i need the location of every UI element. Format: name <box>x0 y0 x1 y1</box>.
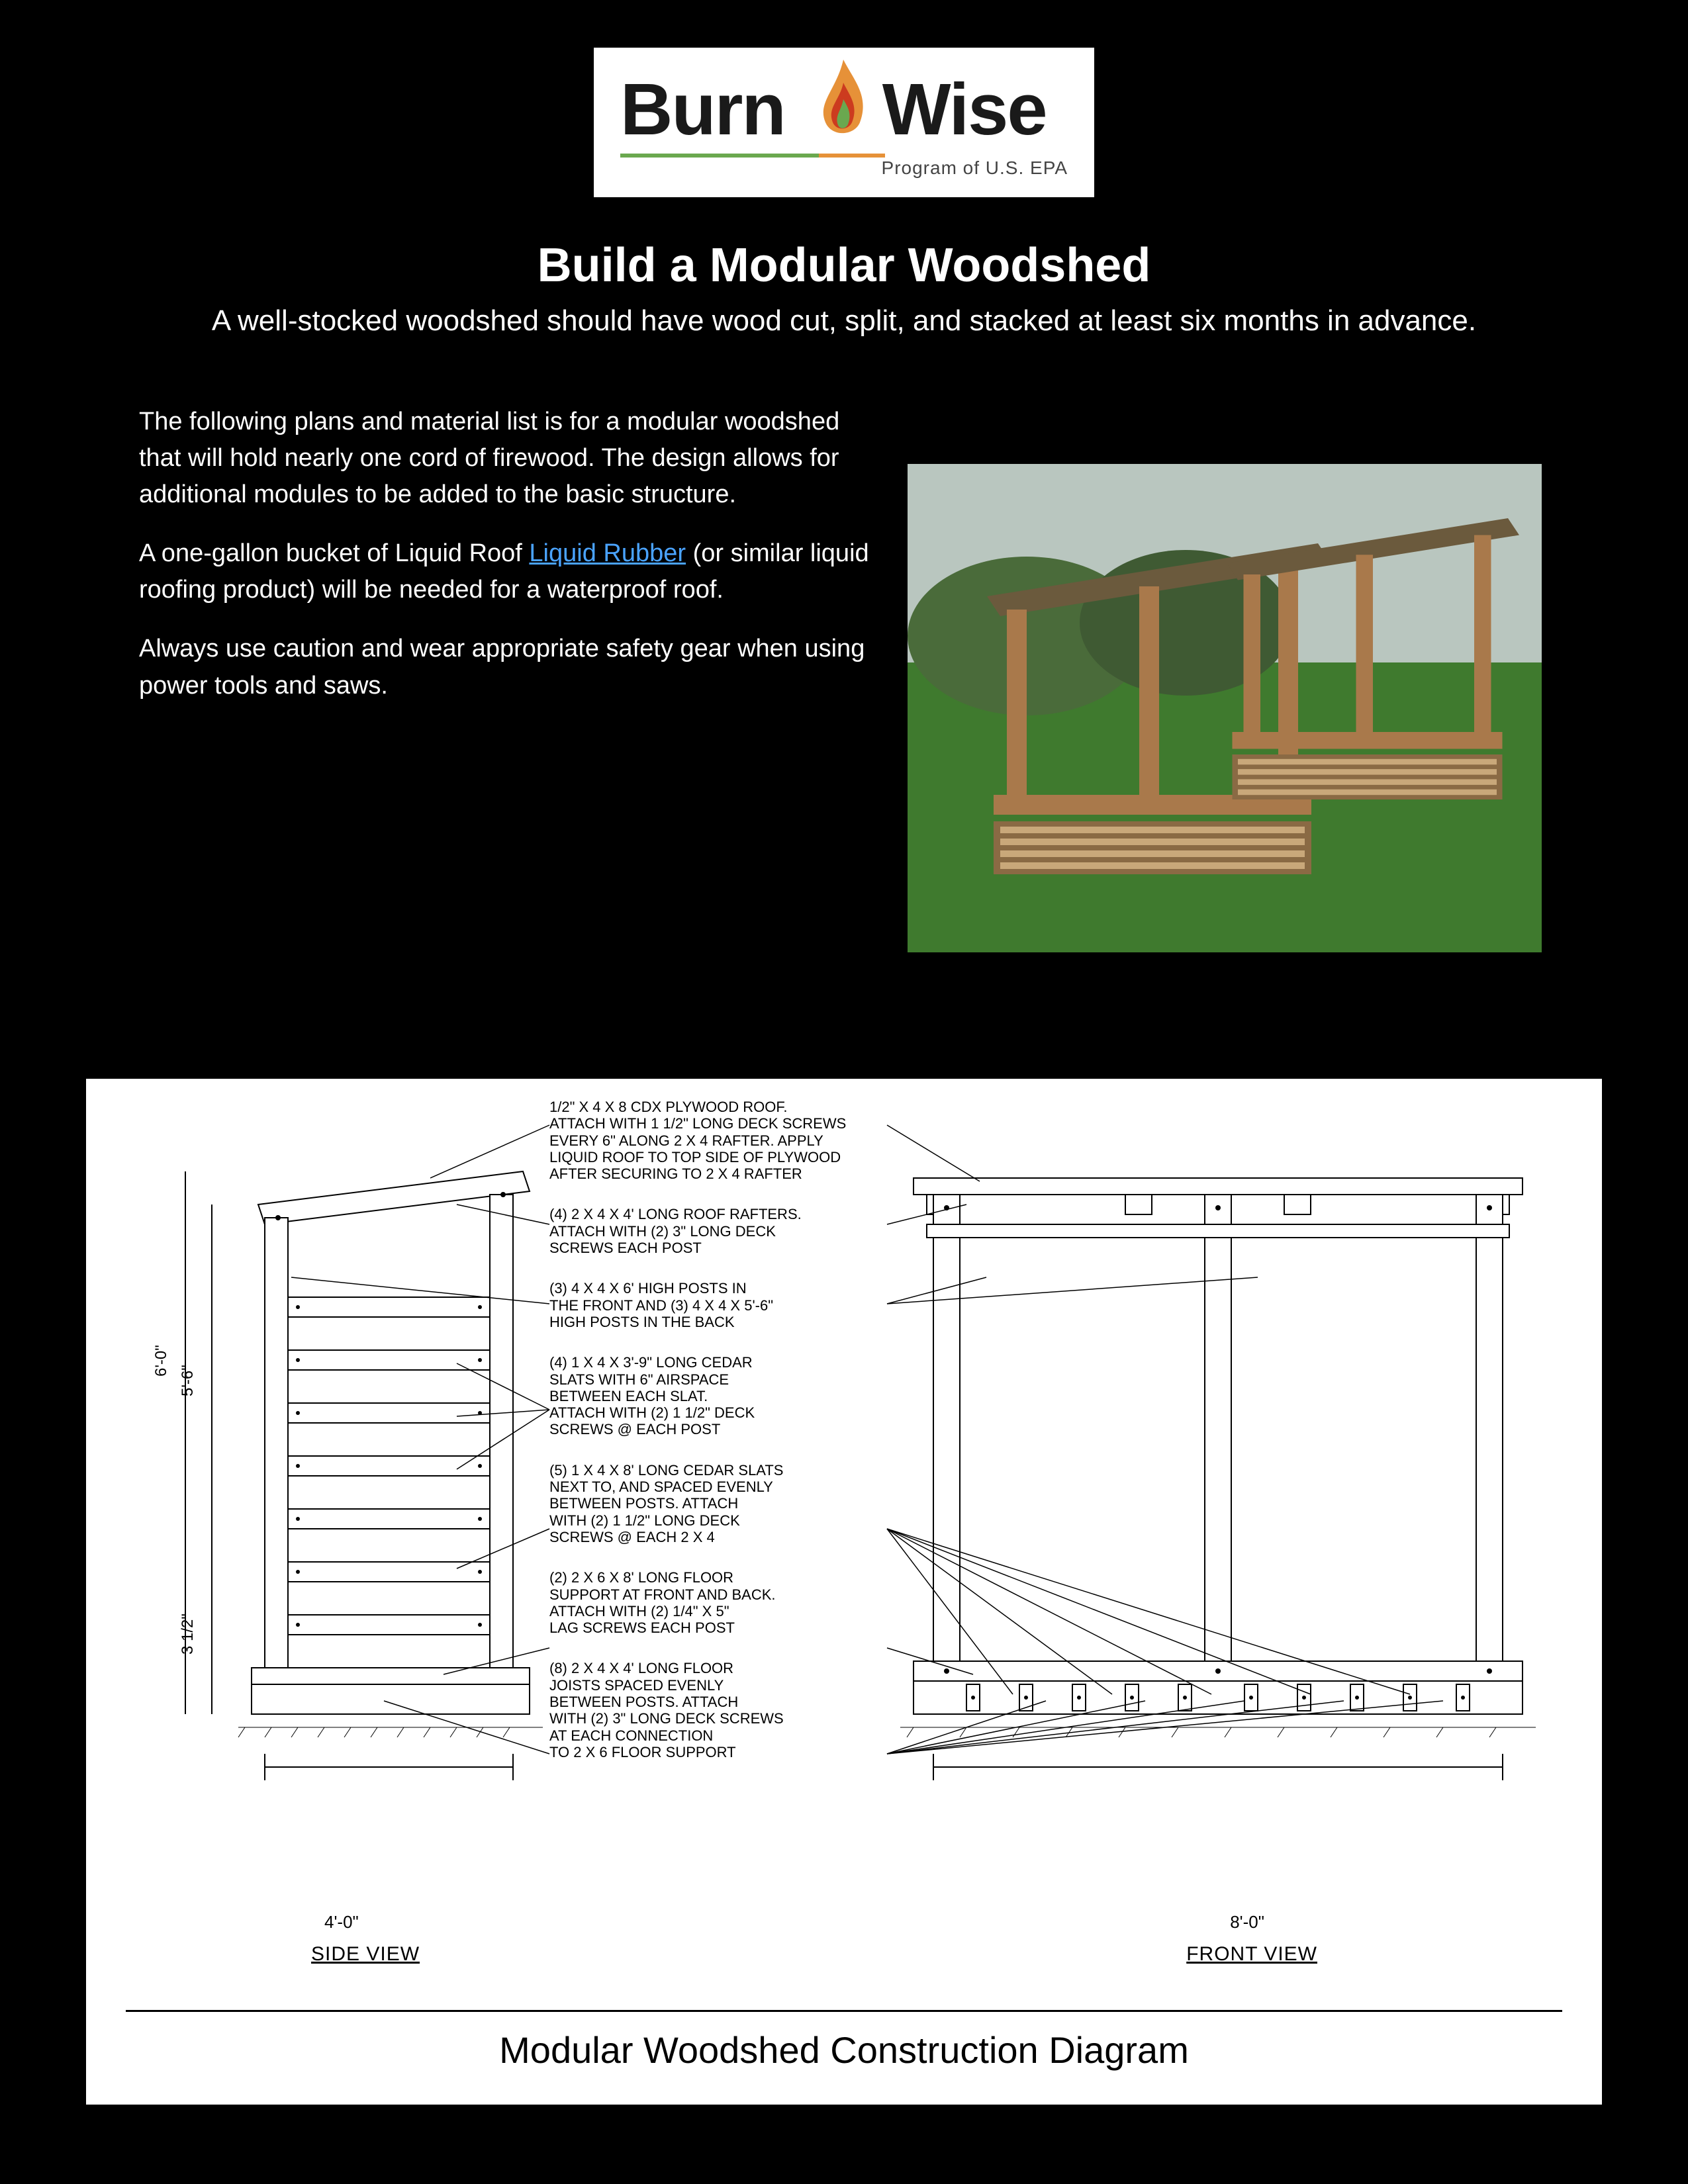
dim-side-width: 4'-0" <box>324 1912 359 1933</box>
woodshed-photo <box>907 463 1542 953</box>
callout-floor-support: (2) 2 X 6 X 8' LONG FLOOR SUPPORT AT FRO… <box>549 1569 894 1636</box>
body-p1: The following plans and material list is… <box>139 404 880 513</box>
callout-floor-joists: (8) 2 X 4 X 4' LONG FLOOR JOISTS SPACED … <box>549 1660 894 1760</box>
logo-inner: Burn Wise Program of U.S. EPA <box>594 48 1094 197</box>
logo-word-1: Burn <box>620 69 785 150</box>
diagram-inner: 1/2" X 4 X 8 CDX PLYWOOD ROOF. ATTACH WI… <box>86 1079 1602 2105</box>
logo-rule-green <box>620 154 819 158</box>
body-text: The following plans and material list is… <box>139 404 880 727</box>
dim-height-inner: 5'-6" <box>179 1365 197 1396</box>
callout-roof: 1/2" X 4 X 8 CDX PLYWOOD ROOF. ATTACH WI… <box>549 1099 894 1182</box>
logo-word-2: Wise <box>882 69 1047 150</box>
logo: Burn Wise Program of U.S. EPA <box>592 46 1096 199</box>
diagram-title: Modular Woodshed Construction Diagram <box>86 2028 1602 2071</box>
callout-posts: (3) 4 X 4 X 6' HIGH POSTS IN THE FRONT A… <box>549 1280 894 1330</box>
dim-front-width: 8'-0" <box>1230 1912 1264 1933</box>
logo-tagline: Program of U.S. EPA <box>882 158 1068 179</box>
dim-height-outer: 6'-0" <box>152 1345 171 1377</box>
body-p2: A one-gallon bucket of Liquid Roof Liqui… <box>139 535 880 608</box>
callout-side-slats: (4) 1 X 4 X 3'-9" LONG CEDAR SLATS WITH … <box>549 1354 894 1437</box>
liquid-rubber-link[interactable]: Liquid Rubber <box>529 539 686 567</box>
body-p2-pre: A one-gallon bucket of Liquid Roof <box>139 539 529 567</box>
logo-rule-orange <box>819 154 885 158</box>
dim-height-base: 3 1/2" <box>179 1614 197 1655</box>
callout-rafters: (4) 2 X 4 X 4' LONG ROOF RAFTERS. ATTACH… <box>549 1206 894 1256</box>
side-view-label: SIDE VIEW <box>311 1943 420 1966</box>
construction-diagram: 1/2" X 4 X 8 CDX PLYWOOD ROOF. ATTACH WI… <box>86 1079 1602 2105</box>
diagram-divider <box>126 2010 1562 2012</box>
body-p3: Always use caution and wear appropriate … <box>139 631 880 704</box>
callout-long-slats: (5) 1 X 4 X 8' LONG CEDAR SLATS NEXT TO,… <box>549 1462 894 1545</box>
page: Burn Wise Program of U.S. EPA Build a Mo… <box>0 0 1688 2184</box>
front-view-label: FRONT VIEW <box>1186 1943 1317 1966</box>
flame-icon <box>814 60 873 146</box>
callout-column: 1/2" X 4 X 8 CDX PLYWOOD ROOF. ATTACH WI… <box>549 1099 894 1784</box>
page-title: Build a Modular Woodshed <box>0 238 1688 293</box>
page-subtitle: A well-stocked woodshed should have wood… <box>0 304 1688 338</box>
